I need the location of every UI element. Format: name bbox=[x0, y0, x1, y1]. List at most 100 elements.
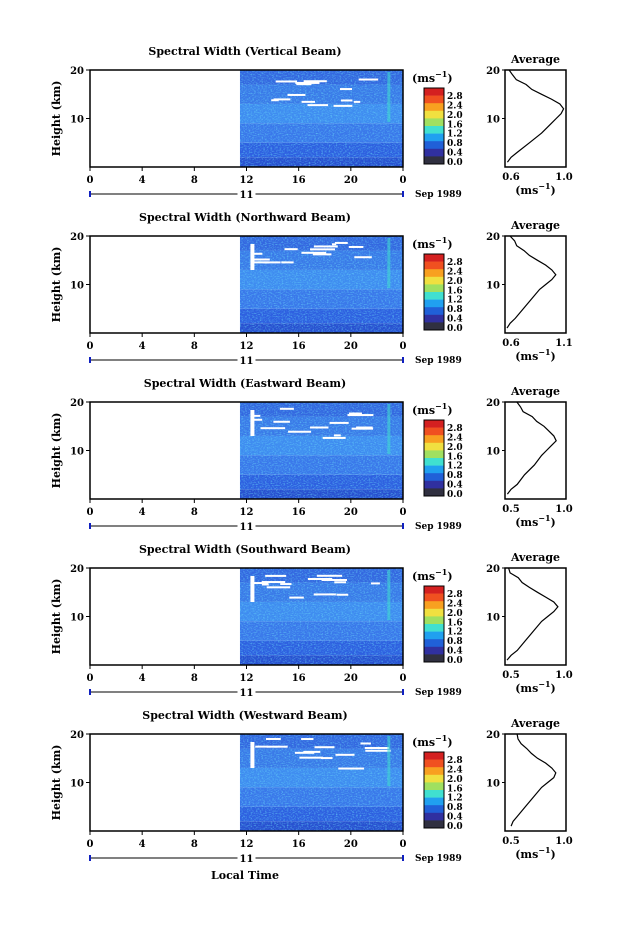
data-gap bbox=[251, 258, 270, 261]
average-y-tick-label: 10 bbox=[486, 779, 500, 790]
x-tick-label: 4 bbox=[139, 341, 146, 352]
data-gap bbox=[280, 583, 292, 586]
heatmap-highlight bbox=[387, 72, 391, 122]
panel-title: Spectral Width (Northward Beam) bbox=[139, 211, 351, 224]
data-gap bbox=[336, 593, 349, 596]
heatmap-highlight bbox=[387, 404, 391, 454]
data-gap bbox=[303, 80, 327, 83]
x-tick-label: 20 bbox=[344, 839, 358, 850]
data-gap bbox=[310, 426, 329, 429]
x-tick-label: 0 bbox=[87, 507, 94, 518]
average-x-tick-label: 1.1 bbox=[555, 338, 572, 349]
x-tick-label: 0 bbox=[400, 341, 407, 352]
colorbar-tick-label: 2.4 bbox=[447, 599, 463, 609]
colorbar-segment bbox=[424, 465, 444, 474]
average-y-tick-label: 20 bbox=[486, 564, 500, 575]
data-gap bbox=[301, 738, 314, 741]
data-gap bbox=[351, 427, 374, 430]
x-tick-label: 0 bbox=[400, 673, 407, 684]
data-gap bbox=[320, 757, 333, 760]
day-label: 11 bbox=[240, 190, 254, 201]
colorbar-tick-label: 2.0 bbox=[447, 609, 463, 619]
date-label: Sep 1989 bbox=[415, 190, 462, 200]
colorbar-segment bbox=[424, 790, 444, 798]
colorbar-frame bbox=[423, 751, 445, 829]
y-axis-label: Height (km) bbox=[50, 81, 63, 157]
average-x-tick-label: 1.0 bbox=[555, 670, 572, 681]
data-gap bbox=[360, 742, 371, 745]
colorbar-segment bbox=[424, 820, 444, 829]
colorbar-segment bbox=[424, 427, 444, 436]
data-gap bbox=[252, 261, 269, 264]
colorbar-segment bbox=[424, 473, 444, 482]
x-tick-label: 12 bbox=[240, 839, 254, 850]
colorbar-segment bbox=[424, 608, 444, 617]
x-tick-label: 12 bbox=[240, 175, 254, 186]
y-tick-label: 20 bbox=[70, 232, 84, 243]
colorbar-segment bbox=[424, 435, 444, 444]
panel-title: Spectral Width (Vertical Beam) bbox=[148, 45, 341, 58]
colorbar-segment bbox=[424, 261, 444, 270]
average-frame bbox=[504, 567, 567, 666]
date-label: Sep 1989 bbox=[415, 688, 462, 698]
average-unit: (ms−1) bbox=[515, 181, 556, 197]
colorbar-segment bbox=[424, 480, 444, 489]
colorbar-tick-label: 0.4 bbox=[447, 813, 463, 823]
data-gap bbox=[329, 421, 349, 424]
colorbar-segment bbox=[424, 631, 444, 640]
colorbar-tick-label: 0.4 bbox=[447, 149, 463, 159]
colorbar-tick-label: 2.8 bbox=[447, 590, 463, 600]
colorbar-segment bbox=[424, 774, 444, 783]
data-gap bbox=[266, 745, 288, 748]
colorbar-segment bbox=[424, 759, 444, 768]
x-tick-label: 16 bbox=[292, 341, 306, 352]
data-gap bbox=[333, 434, 341, 437]
colorbar-frame bbox=[423, 419, 445, 497]
average-y-tick-label: 20 bbox=[486, 66, 500, 77]
colorbar-segment bbox=[424, 797, 444, 806]
colorbar-segment bbox=[424, 458, 444, 466]
panel-title: Spectral Width (Southward Beam) bbox=[139, 543, 351, 556]
colorbar-frame bbox=[423, 253, 445, 331]
colorbar-segment bbox=[424, 322, 444, 331]
colorbar-segment bbox=[424, 148, 444, 157]
colorbar-tick-label: 1.6 bbox=[447, 618, 463, 628]
heatmap bbox=[239, 568, 403, 665]
average-profile-line bbox=[506, 567, 559, 661]
colorbar-segment bbox=[424, 593, 444, 602]
data-gap bbox=[364, 747, 390, 750]
data-gap bbox=[312, 253, 332, 256]
data-gap bbox=[370, 582, 380, 585]
colorbar-tick-label: 0.4 bbox=[447, 481, 463, 491]
data-gap bbox=[281, 261, 294, 264]
x-tick-label: 12 bbox=[240, 341, 254, 352]
average-x-tick-label: 0.6 bbox=[502, 172, 519, 183]
colorbar-segment bbox=[424, 586, 444, 594]
data-gap bbox=[263, 261, 281, 264]
colorbar-tick-label: 2.4 bbox=[447, 267, 463, 277]
colorbar-segment bbox=[424, 269, 444, 278]
x-tick-label: 0 bbox=[400, 839, 407, 850]
panel-1: Spectral Width (Vertical Beam) 20 10 Height… bbox=[50, 45, 573, 201]
x-tick-label: 0 bbox=[87, 673, 94, 684]
panel-title: Spectral Width (Eastward Beam) bbox=[144, 377, 346, 390]
average-x-tick-label: 1.0 bbox=[555, 172, 572, 183]
x-tick-label: 20 bbox=[344, 341, 358, 352]
average-x-tick-label: 0.5 bbox=[502, 504, 519, 515]
y-axis-label: Height (km) bbox=[50, 579, 63, 655]
data-gap bbox=[301, 100, 315, 103]
heatmap-highlight bbox=[387, 238, 391, 288]
data-gap bbox=[310, 248, 336, 251]
colorbar-tick-label: 2.0 bbox=[447, 443, 463, 453]
colorbar-segment bbox=[424, 276, 444, 285]
data-gap bbox=[321, 578, 347, 581]
day-label-bg bbox=[237, 188, 256, 199]
colorbar-tick-label: 2.0 bbox=[447, 277, 463, 287]
data-gap bbox=[354, 256, 372, 259]
average-frame bbox=[504, 733, 567, 832]
data-gap bbox=[303, 750, 321, 753]
colorbar-segment bbox=[424, 156, 444, 165]
average-profile-line bbox=[506, 401, 557, 495]
x-tick-label: 20 bbox=[344, 175, 358, 186]
average-unit: (ms−1) bbox=[515, 347, 556, 363]
